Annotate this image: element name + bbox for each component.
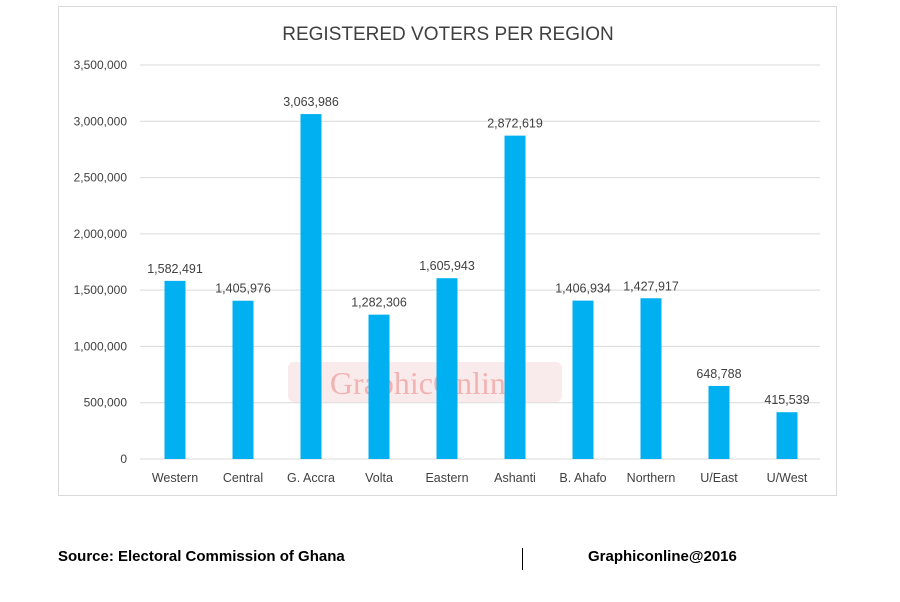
data-label: 1,282,306 — [351, 296, 407, 310]
credit-note: Graphiconline@2016 — [588, 548, 737, 565]
chart-title: REGISTERED VOTERS PER REGION — [282, 24, 614, 45]
footer-divider — [522, 548, 523, 570]
data-label: 1,427,917 — [623, 279, 679, 293]
chart-frame — [58, 6, 837, 496]
data-label: 415,539 — [764, 393, 809, 407]
bar-u-east — [708, 385, 730, 459]
source-note: Source: Electoral Commission of Ghana — [58, 548, 345, 565]
x-tick-label: Northern — [627, 471, 676, 485]
y-tick-label: 1,500,000 — [74, 283, 128, 297]
x-tick-label: Eastern — [425, 471, 468, 485]
x-tick-label: U/West — [767, 471, 808, 485]
bar-ashanti — [504, 135, 526, 459]
data-label: 2,872,619 — [487, 117, 543, 131]
bar-u-west — [776, 412, 798, 459]
data-label: 1,605,943 — [419, 259, 475, 273]
x-tick-label: Western — [152, 471, 198, 485]
y-tick-label: 500,000 — [84, 396, 128, 410]
data-label: 1,406,934 — [555, 282, 611, 296]
watermark-logo-background — [288, 362, 562, 402]
data-label: 1,582,491 — [147, 262, 203, 276]
x-tick-label: U/East — [700, 471, 738, 485]
bar-volta — [368, 314, 390, 459]
data-label: 648,788 — [696, 367, 741, 381]
y-tick-label: 0 — [120, 452, 127, 466]
bar-g-accra — [300, 114, 322, 460]
x-tick-label: B. Ahafo — [559, 471, 606, 485]
y-tick-label: 3,500,000 — [74, 58, 128, 72]
x-tick-label: Central — [223, 471, 263, 485]
bar-northern — [640, 298, 662, 459]
y-tick-label: 2,000,000 — [74, 227, 128, 241]
y-tick-label: 2,500,000 — [74, 171, 128, 185]
bar-central — [232, 300, 254, 459]
data-label: 1,405,976 — [215, 282, 271, 296]
bar-b-ahafo — [572, 300, 594, 459]
data-label: 3,063,986 — [283, 95, 339, 109]
x-tick-label: G. Accra — [287, 471, 335, 485]
y-tick-label: 1,000,000 — [74, 339, 128, 353]
watermark-logo: GraphicOnline — [330, 365, 520, 401]
x-tick-label: Volta — [365, 471, 393, 485]
x-tick-label: Ashanti — [494, 471, 536, 485]
bar-eastern — [436, 278, 458, 459]
bar-western — [164, 280, 186, 459]
y-tick-label: 3,000,000 — [74, 114, 128, 128]
